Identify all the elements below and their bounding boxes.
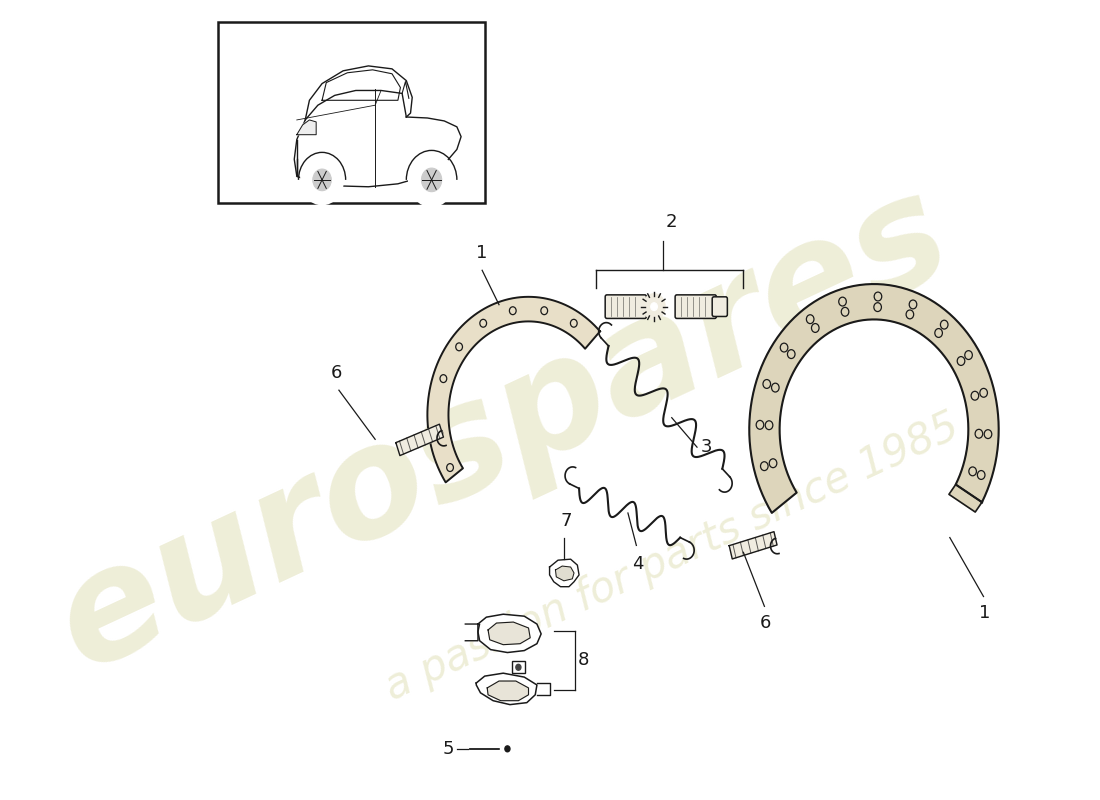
Polygon shape	[465, 624, 480, 641]
Bar	[512, 662, 525, 673]
Polygon shape	[550, 559, 579, 586]
Text: 1: 1	[979, 604, 991, 622]
Circle shape	[500, 741, 514, 757]
Circle shape	[516, 664, 521, 670]
Polygon shape	[487, 681, 528, 701]
Text: 2: 2	[666, 213, 678, 231]
Polygon shape	[949, 485, 982, 512]
Polygon shape	[477, 614, 541, 653]
Text: a passion for parts since 1985: a passion for parts since 1985	[378, 406, 966, 709]
Polygon shape	[556, 566, 574, 581]
Text: eurospares: eurospares	[34, 158, 972, 701]
FancyBboxPatch shape	[712, 297, 727, 317]
FancyBboxPatch shape	[605, 295, 647, 318]
Circle shape	[651, 302, 658, 310]
Circle shape	[505, 746, 510, 752]
Circle shape	[644, 294, 666, 319]
Polygon shape	[488, 622, 530, 645]
Polygon shape	[749, 284, 999, 513]
Bar	[219, 22, 485, 203]
Circle shape	[409, 154, 454, 206]
FancyBboxPatch shape	[675, 295, 716, 318]
Text: 6: 6	[760, 614, 771, 632]
Polygon shape	[537, 683, 550, 694]
Polygon shape	[396, 424, 443, 455]
Text: 6: 6	[330, 364, 342, 382]
Text: 3: 3	[701, 438, 712, 456]
Circle shape	[312, 169, 331, 190]
Text: 7: 7	[561, 512, 572, 530]
Text: 5: 5	[443, 740, 454, 758]
Text: 1: 1	[476, 245, 487, 262]
Text: 8: 8	[578, 651, 588, 670]
Circle shape	[301, 155, 343, 205]
Polygon shape	[428, 297, 600, 482]
Text: 4: 4	[632, 555, 644, 574]
Polygon shape	[476, 673, 537, 705]
Polygon shape	[729, 532, 777, 559]
Polygon shape	[297, 120, 316, 134]
Circle shape	[421, 168, 442, 192]
